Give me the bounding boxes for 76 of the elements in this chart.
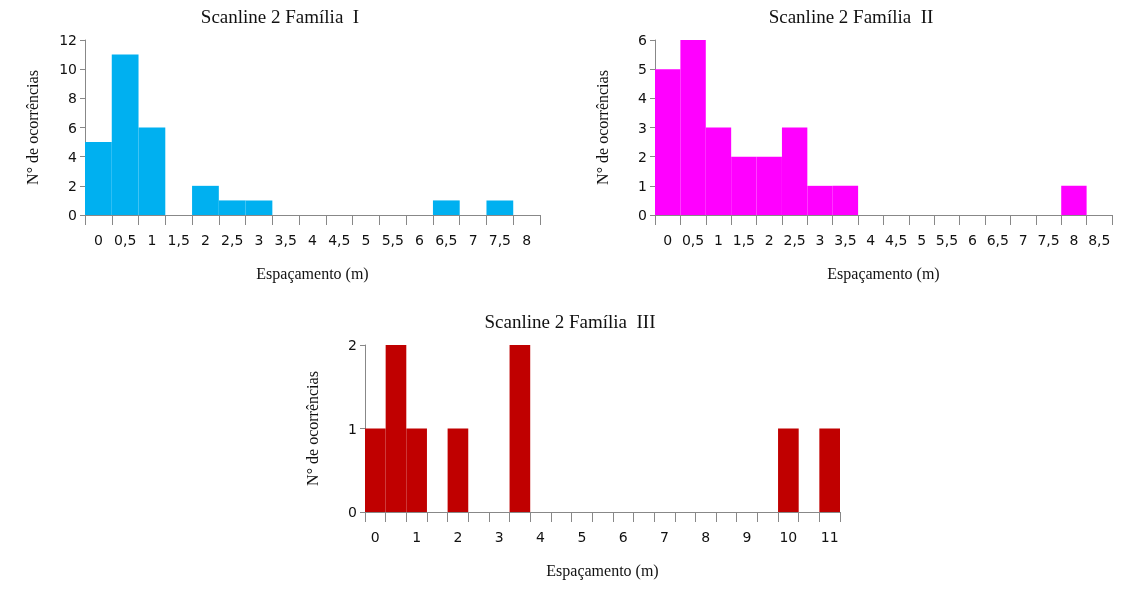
y-tick-label: 2 xyxy=(68,177,77,194)
y-tick-label: 10 xyxy=(59,61,77,78)
y-tick-label: 6 xyxy=(68,119,78,136)
bar xyxy=(1061,185,1087,215)
x-tick-label: 5 xyxy=(577,529,587,545)
x-tick-label: 6,5 xyxy=(435,232,458,248)
x-tick-label: 4 xyxy=(866,232,876,248)
x-tick-label: 0,5 xyxy=(681,232,705,248)
x-tick-label: 1 xyxy=(714,232,723,248)
chart-title: Scanline 2 Família II xyxy=(768,6,934,27)
x-axis-title: Espaçamento (m) xyxy=(256,264,369,283)
x-tick-label: 2,5 xyxy=(221,232,244,248)
y-tick-label: 0 xyxy=(348,504,357,520)
x-axis-title: Espaçamento (m) xyxy=(546,561,659,580)
x-tick-label: 0 xyxy=(93,232,103,248)
x-tick-label: 7 xyxy=(660,529,669,545)
x-tick-label: 8,5 xyxy=(1088,232,1111,248)
y-tick-label: 12 xyxy=(59,32,77,48)
x-axis-title: Espaçamento (m) xyxy=(827,264,940,283)
chart-title: Scanline 2 Família I xyxy=(200,6,360,27)
y-axis-title: N° de ocorrências xyxy=(23,70,41,185)
x-tick-label: 1,5 xyxy=(167,232,190,248)
x-tick-label: 3,5 xyxy=(274,232,297,248)
bar xyxy=(432,200,460,215)
y-tick-label: 6 xyxy=(638,32,648,48)
x-tick-label: 3,5 xyxy=(834,232,857,248)
x-tick-label: 5,5 xyxy=(381,232,404,248)
x-tick-label: 11 xyxy=(820,529,839,545)
x-tick-label: 9 xyxy=(742,529,752,545)
x-tick-label: 6 xyxy=(967,232,977,248)
y-tick-label: 3 xyxy=(638,119,647,136)
x-tick-label: 4,5 xyxy=(328,232,351,248)
y-tick-label: 2 xyxy=(348,337,357,353)
y-tick-label: 8 xyxy=(68,90,77,107)
x-tick-label: 0 xyxy=(370,529,380,545)
x-tick-label: 8 xyxy=(522,232,532,248)
x-tick-label: 3 xyxy=(815,232,825,248)
x-tick-label: 2 xyxy=(453,529,463,545)
x-tick-label: 2 xyxy=(200,232,210,248)
x-tick-label: 2 xyxy=(764,232,774,248)
x-tick-label: 1 xyxy=(412,529,422,545)
x-tick-label: 3 xyxy=(494,529,504,545)
y-tick-label: 1 xyxy=(348,420,357,437)
x-tick-label: 7 xyxy=(468,232,478,248)
x-tick-label: 0,5 xyxy=(114,232,137,248)
x-tick-label: 7 xyxy=(1018,232,1028,248)
x-tick-label: 1,5 xyxy=(732,232,755,248)
x-tick-label: 8 xyxy=(1069,232,1079,248)
x-tick-label: 4,5 xyxy=(885,232,908,248)
x-tick-label: 1 xyxy=(147,232,157,248)
x-tick-label: 4 xyxy=(536,529,546,545)
x-tick-label: 8 xyxy=(701,529,711,545)
x-tick-label: 7,5 xyxy=(488,232,511,248)
chart-title: Scanline 2 Família III xyxy=(484,311,656,332)
x-tick-label: 6,5 xyxy=(986,232,1009,248)
x-tick-label: 7,5 xyxy=(1037,232,1060,248)
x-tick-label: 3 xyxy=(254,232,264,248)
y-tick-label: 2 xyxy=(638,148,647,165)
y-tick-label: 4 xyxy=(638,90,648,107)
bar xyxy=(486,200,514,215)
y-tick-label: 0 xyxy=(638,207,647,223)
x-tick-label: 6 xyxy=(415,232,425,248)
x-tick-label: 10 xyxy=(779,529,798,545)
x-tick-label: 5 xyxy=(917,232,927,248)
y-axis-title: N° de ocorrências xyxy=(593,70,611,185)
x-tick-label: 2,5 xyxy=(783,232,806,248)
y-tick-label: 0 xyxy=(68,207,77,223)
x-tick-label: 5 xyxy=(361,232,371,248)
y-tick-label: 5 xyxy=(638,61,647,78)
x-tick-label: 5,5 xyxy=(935,232,959,248)
y-tick-label: 4 xyxy=(68,148,78,165)
x-tick-label: 6 xyxy=(618,529,628,545)
y-tick-label: 1 xyxy=(638,177,647,194)
x-tick-label: 0 xyxy=(663,232,673,248)
y-axis-title: N° de ocorrências xyxy=(303,371,321,486)
x-tick-label: 4 xyxy=(308,232,318,248)
